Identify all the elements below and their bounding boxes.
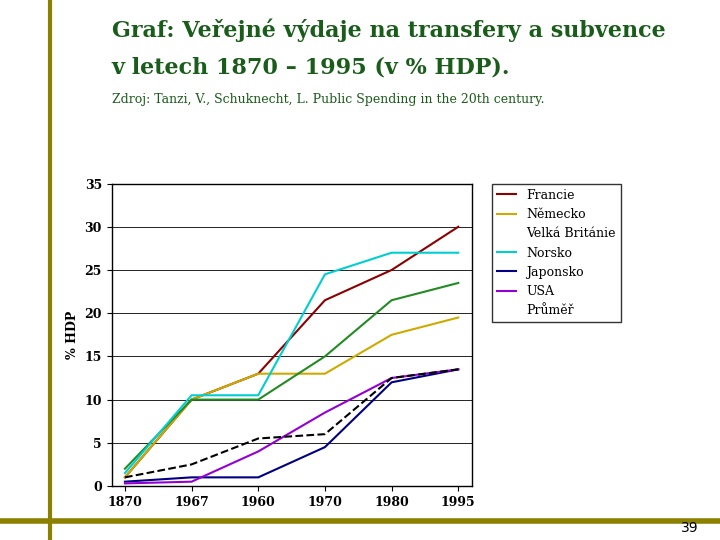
Text: v letech 1870 – 1995 (v % HDP).: v letech 1870 – 1995 (v % HDP). [112,57,510,79]
Text: 39: 39 [681,521,698,535]
Y-axis label: % HDP: % HDP [66,310,78,359]
Text: Zdroj: Tanzi, V., Schuknecht, L. Public Spending in the 20th century.: Zdroj: Tanzi, V., Schuknecht, L. Public … [112,93,544,106]
Text: Graf: Veřejné výdaje na transfery a subvence: Graf: Veřejné výdaje na transfery a subv… [112,19,665,43]
Legend: Francie, Německo, Velká Británie, Norsko, Japonsko, USA, Průměř: Francie, Německo, Velká Británie, Norsko… [492,184,621,322]
